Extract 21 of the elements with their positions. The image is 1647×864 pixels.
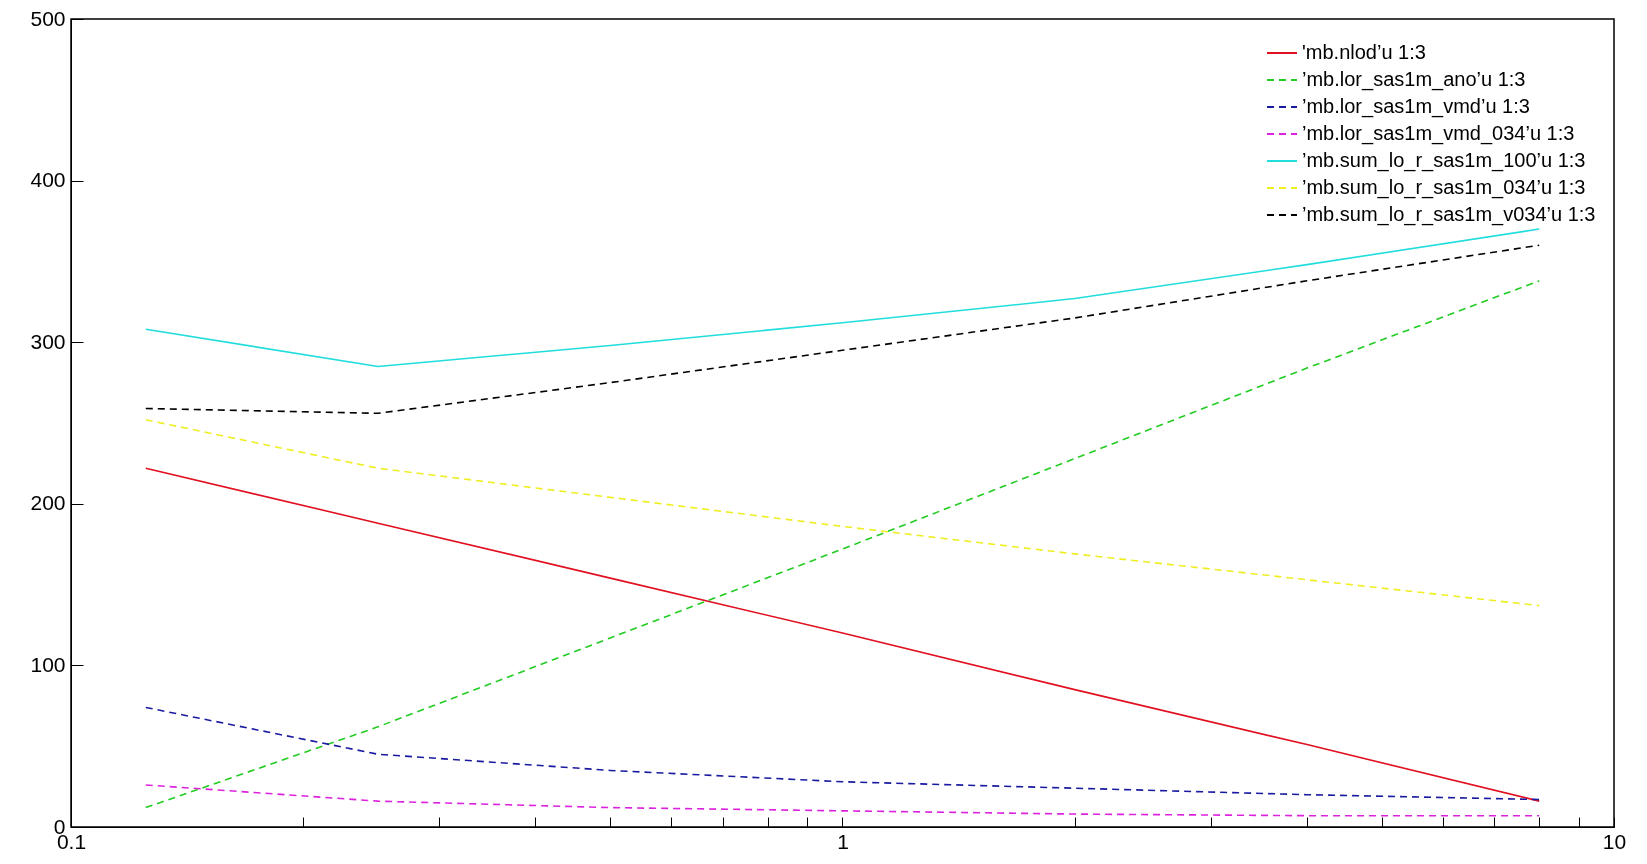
legend-label: ’mb.lor_sas1m_vmd_034’u 1:3 (1302, 122, 1575, 145)
legend-label: ’mb.lor_sas1m_vmd’u 1:3 (1302, 95, 1530, 118)
legend-label: ’mb.sum_lo_r_sas1m_100’u 1:3 (1302, 149, 1586, 172)
line-series (144, 244, 1541, 415)
x-tick-label: 1 (837, 829, 849, 853)
line-series (144, 467, 1541, 802)
line-series (144, 784, 1541, 817)
y-tick-label: 200 (30, 491, 66, 515)
legend-label: ’mb.lor_sas1m_ano’u 1:3 (1302, 68, 1526, 91)
legend-label: 'mb.nlod’u 1:3 (1302, 41, 1426, 63)
legend-label: ’mb.sum_lo_r_sas1m_034’u 1:3 (1302, 176, 1586, 199)
y-tick-label: 400 (30, 168, 66, 192)
y-tick-label: 300 (30, 329, 66, 353)
line-series (144, 706, 1541, 801)
x-tick-label: 10 (1602, 829, 1627, 853)
y-tick-label: 500 (30, 6, 66, 30)
y-tick-label: 100 (30, 652, 66, 676)
line-series (144, 228, 1541, 368)
line-series (144, 279, 1541, 809)
line-series (144, 418, 1541, 607)
legend-label: ’mb.sum_lo_r_sas1m_v034’u 1:3 (1302, 203, 1596, 226)
